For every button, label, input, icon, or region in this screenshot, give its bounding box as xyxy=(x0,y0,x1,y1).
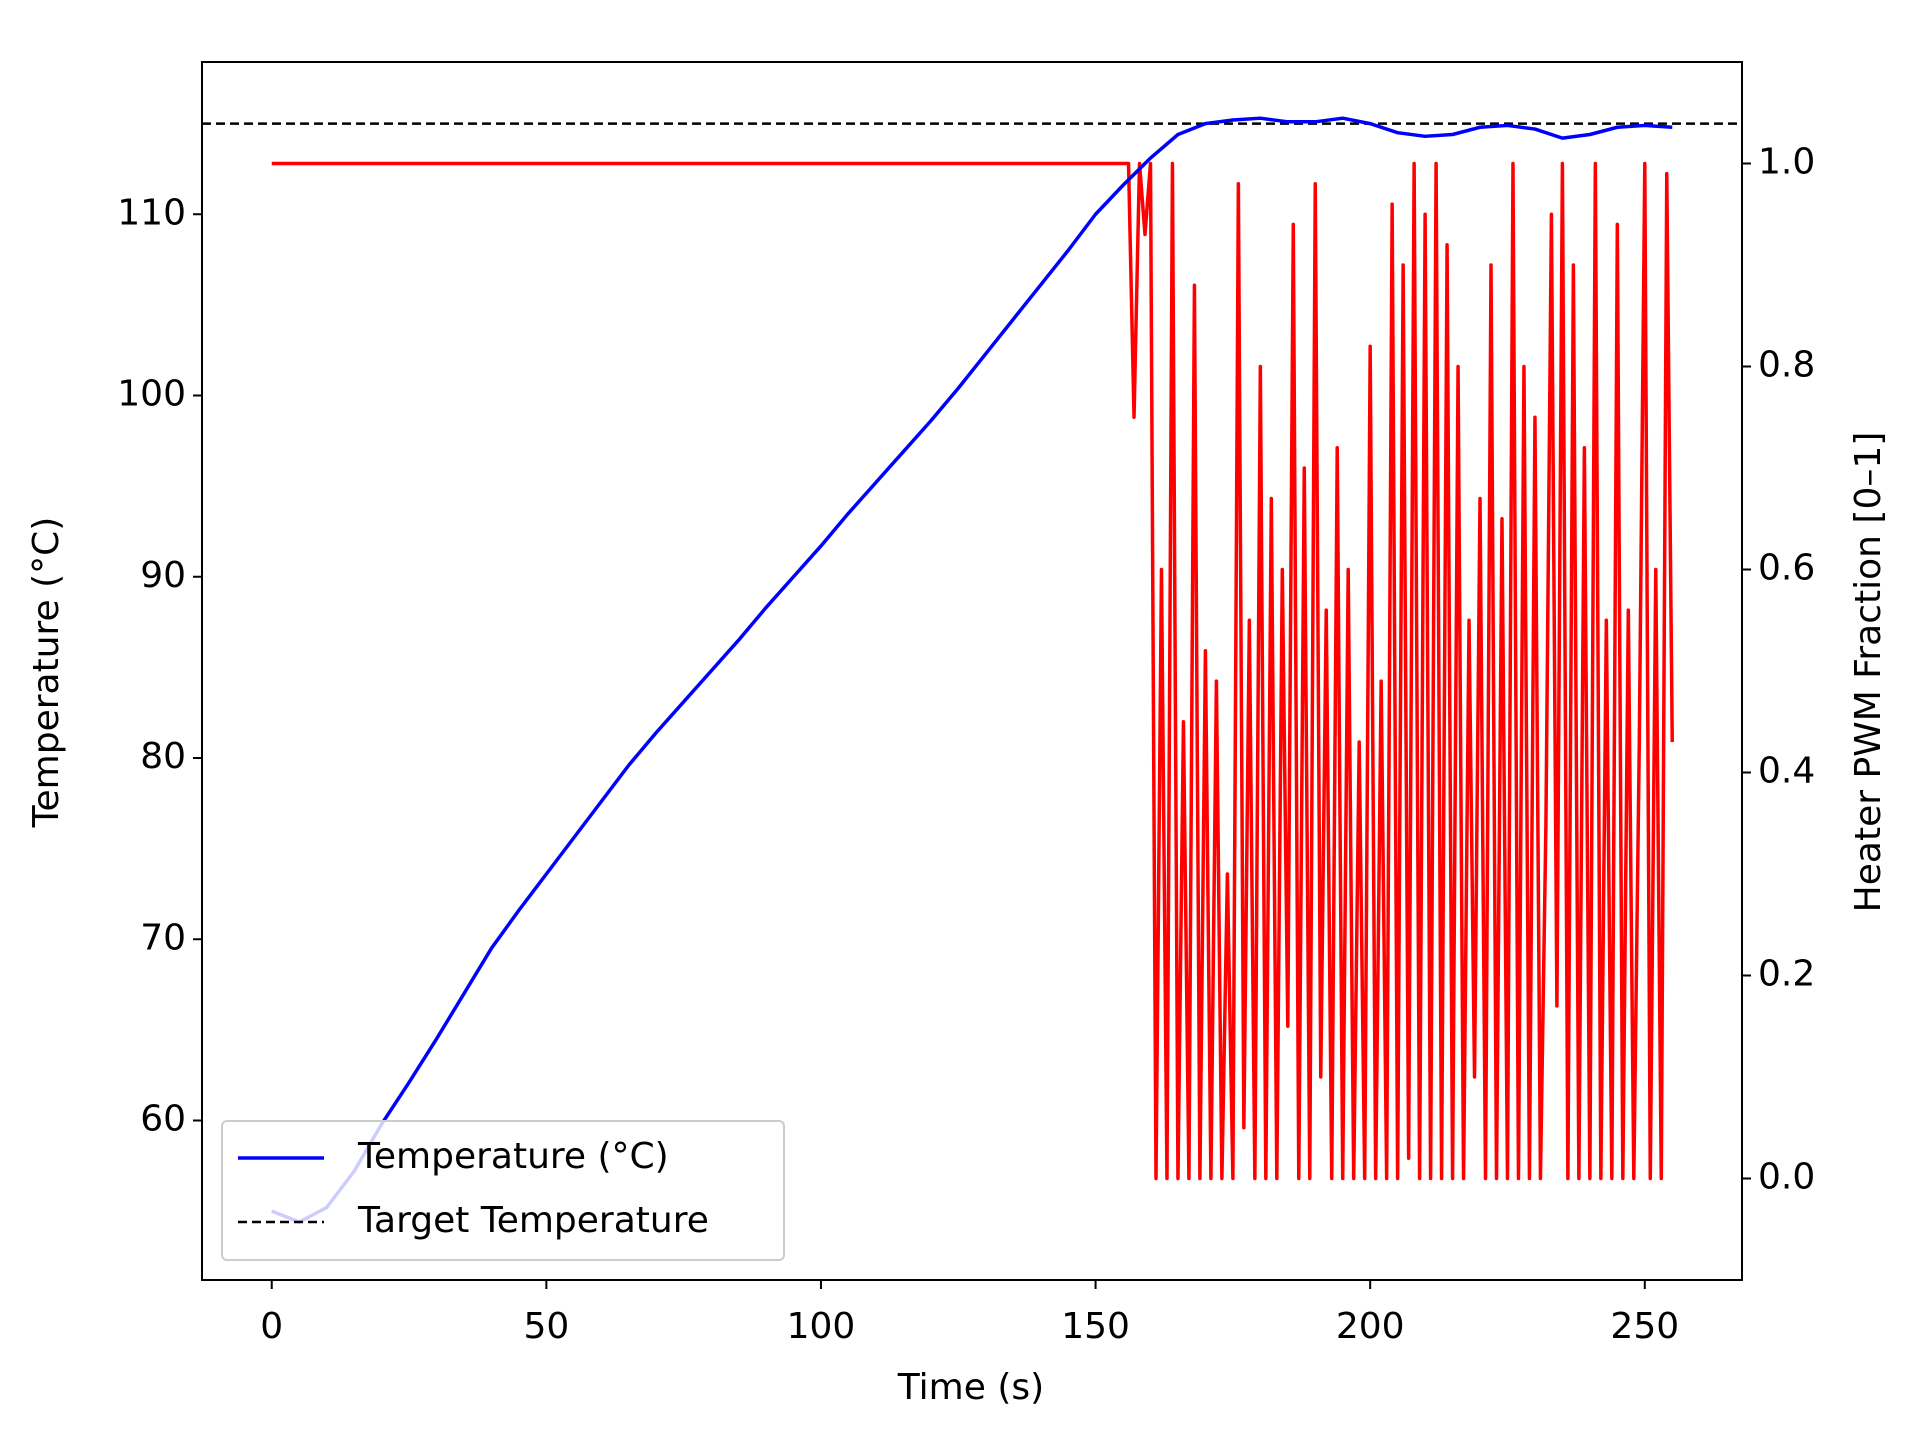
data-line xyxy=(271,161,1674,1181)
y2-tick-label: 0.2 xyxy=(1758,954,1815,995)
y2-tick-label: 0.6 xyxy=(1758,548,1815,589)
x-tick-label: 50 xyxy=(523,1306,569,1347)
x-axis-label: Time (s) xyxy=(897,1367,1044,1408)
y-tick-label: 60 xyxy=(140,1099,186,1140)
y-axis-label: Temperature (°C) xyxy=(26,517,67,829)
y2-axis-label: Heater PWM Fraction [0–1] xyxy=(1848,432,1889,913)
legend-box xyxy=(221,1120,785,1261)
x-tick-label: 250 xyxy=(1610,1306,1679,1347)
y2-tick-label: 0.8 xyxy=(1758,345,1815,386)
y-tick-label: 100 xyxy=(117,374,186,415)
y-tick-label: 110 xyxy=(117,192,186,233)
data-line xyxy=(271,116,1673,1224)
plot-frame xyxy=(201,61,1743,1281)
y2-tick-label: 0.4 xyxy=(1758,751,1815,792)
legend-label: Temperature (°C) xyxy=(357,1136,669,1177)
y-tick-label: 90 xyxy=(140,555,186,596)
x-tick-label: 150 xyxy=(1061,1306,1130,1347)
x-tick-label: 0 xyxy=(260,1306,283,1347)
x-tick-label: 200 xyxy=(1336,1306,1405,1347)
legend-label: Target Temperature xyxy=(357,1200,709,1241)
y-tick-label: 70 xyxy=(140,917,186,958)
y2-tick-label: 1.0 xyxy=(1758,142,1815,183)
legend: Temperature (°C) Target Temperature xyxy=(221,1120,785,1261)
y-tick-label: 80 xyxy=(140,736,186,777)
y2-tick-label: 0.0 xyxy=(1758,1157,1815,1198)
x-tick-label: 100 xyxy=(787,1306,856,1347)
